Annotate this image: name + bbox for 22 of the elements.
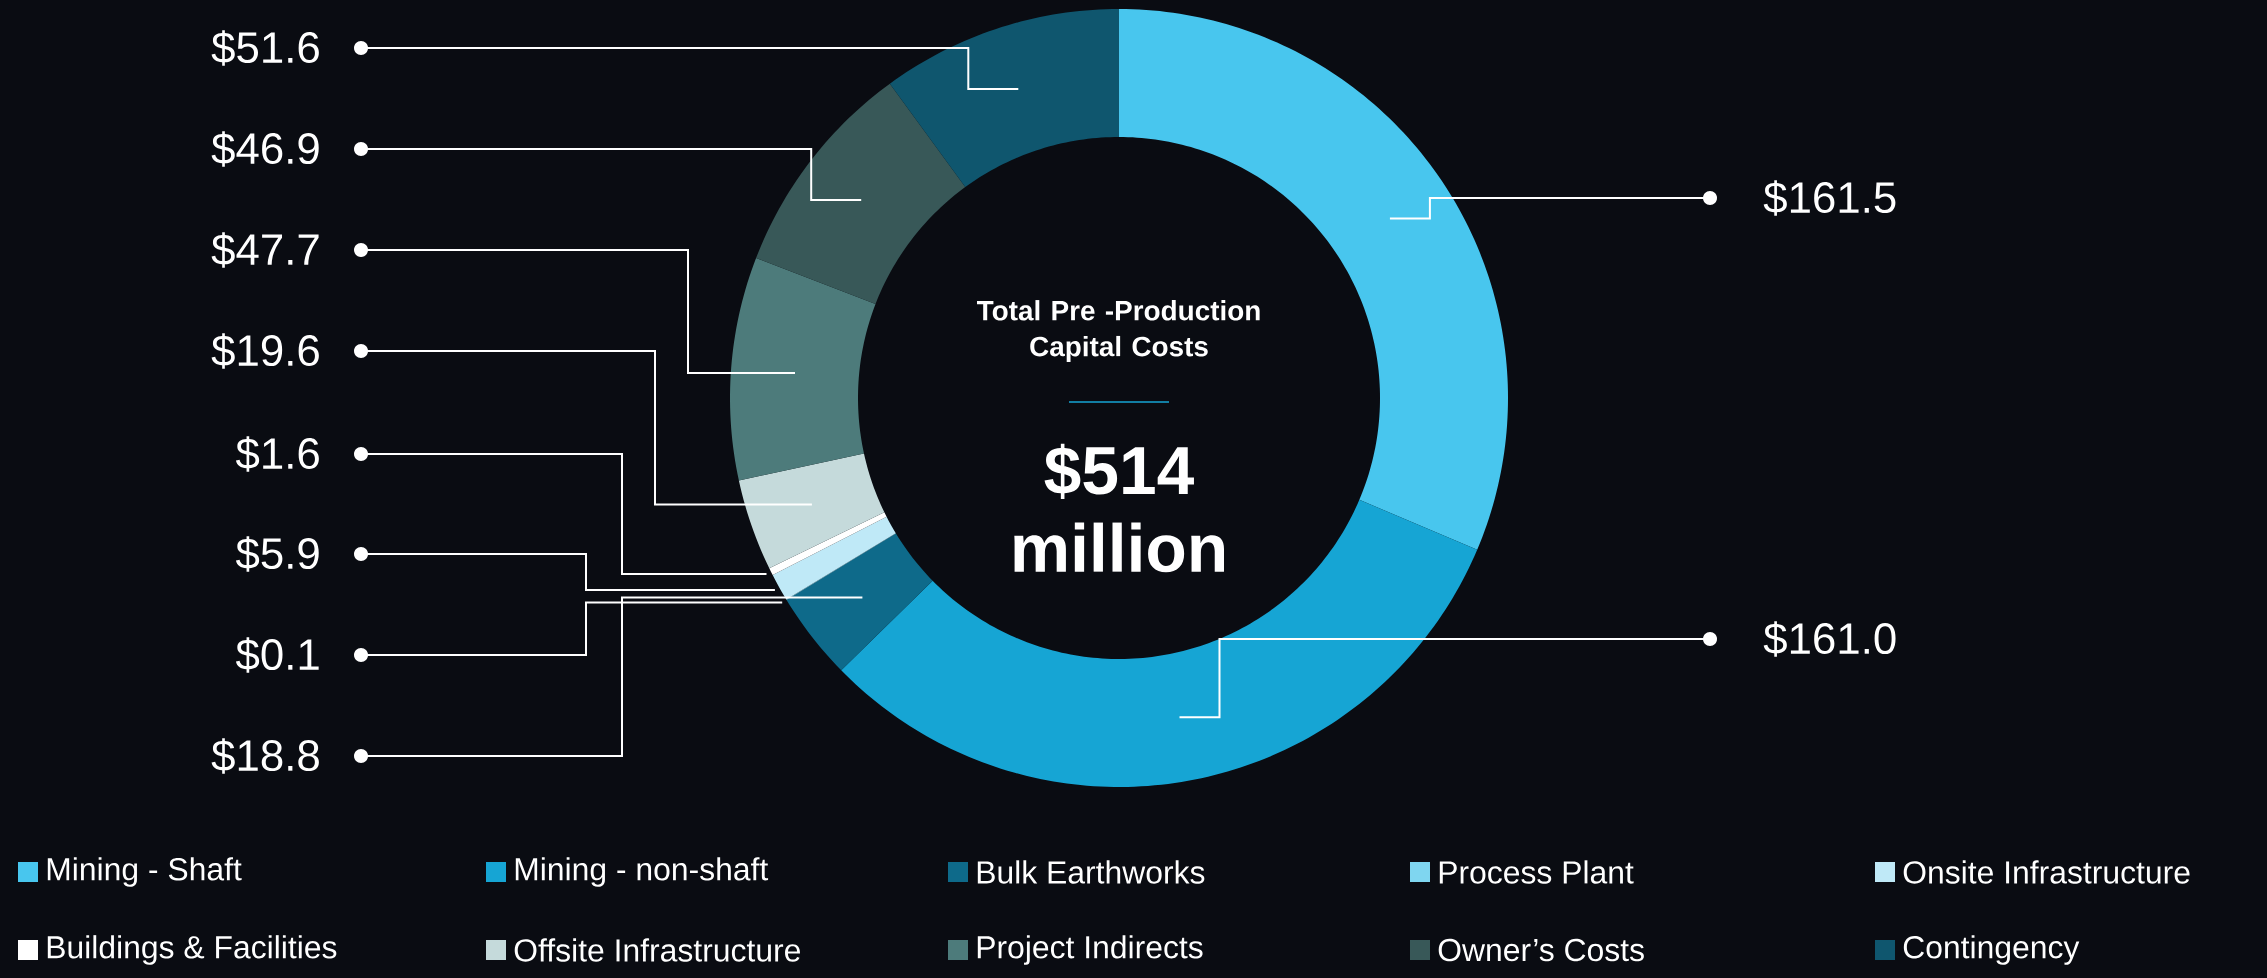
data-label: $5.9 xyxy=(235,536,319,572)
legend-label: Owner’s Costs xyxy=(1438,938,1644,962)
legend-label: Project Indirects xyxy=(977,935,1203,965)
legend-label: Contingency xyxy=(1903,935,2080,965)
text: Total Pre -Production Capital Costs xyxy=(976,300,1260,362)
legend-label: Process Plant xyxy=(1439,860,1634,884)
data-label: $161.5 xyxy=(1763,180,1896,216)
data-label: $46.9 xyxy=(211,131,319,167)
legend-label: Bulk Earthworks xyxy=(977,860,1205,884)
data-label: $51.6 xyxy=(211,30,319,66)
data-label: $18.8 xyxy=(211,738,319,774)
data-label: $1.6 xyxy=(235,436,319,472)
legend-label: Offsite Infrastructure xyxy=(514,938,800,962)
data-label: $19.6 xyxy=(211,333,319,369)
legend-label: Mining - Shaft xyxy=(47,857,242,887)
legend-label: Mining - non-shaft xyxy=(515,857,769,887)
legend-label: Onsite Infrastructure xyxy=(1903,860,2190,884)
data-label: $47.7 xyxy=(211,232,319,268)
legend-label: Buildings & Facilities xyxy=(47,935,337,965)
data-label: $0.1 xyxy=(235,637,319,673)
data-label: $161.0 xyxy=(1763,621,1896,657)
text: $514 million xyxy=(1014,443,1224,573)
